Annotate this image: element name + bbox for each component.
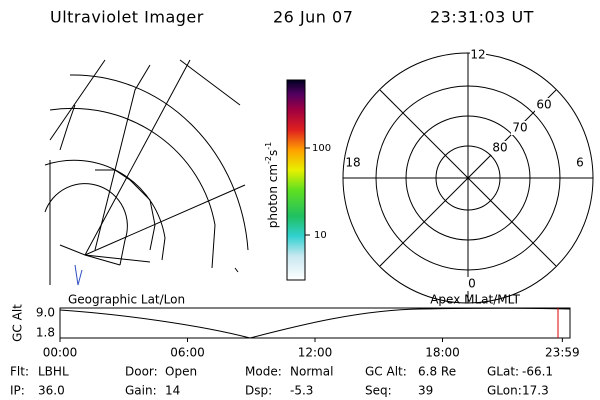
status-label: GC Alt:	[365, 365, 407, 379]
title: Ultraviolet Imager	[50, 8, 204, 27]
polar-label: 12	[470, 48, 485, 62]
status-panel: Flt: LBHL Door: Open Mode: Normal GC Alt: 6.8 R…	[10, 365, 553, 398]
x-tick-label: 23:59	[545, 346, 580, 360]
x-tick-label: 06:00	[170, 346, 205, 360]
status-label: Seq:	[365, 384, 392, 398]
status-value: 36.0	[38, 384, 65, 398]
status-label: Flt:	[10, 365, 29, 379]
status-value: Open	[165, 365, 197, 379]
polar-label: 80	[492, 141, 507, 155]
unit-exp: -2	[264, 156, 273, 164]
polar-label: 18	[345, 156, 360, 170]
status-label: GLat:	[487, 365, 519, 379]
altitude-curve	[59, 307, 571, 339]
status-label: Mode:	[245, 365, 282, 379]
y-axis-label: GC Alt	[11, 304, 25, 342]
colorbar-label: photon cm-2s-1	[264, 142, 280, 229]
colorbar	[286, 79, 306, 281]
colorbar-tick-label: 10	[314, 230, 327, 241]
status-value: -66.1	[522, 365, 553, 379]
polar-label: 0	[468, 277, 476, 291]
status-value: 6.8 Re	[418, 365, 456, 379]
y-tick-label: 1.8	[36, 326, 55, 340]
status-label: Gain:	[125, 384, 157, 398]
unit-exp: -1	[264, 142, 273, 150]
date: 26 Jun 07	[273, 8, 353, 27]
map-label: Geographic Lat/Lon	[68, 293, 185, 307]
polar-label: 6	[576, 156, 584, 170]
status-label: Dsp:	[245, 384, 272, 398]
unit: s	[266, 150, 280, 156]
status-value: 17.3	[522, 384, 549, 398]
time: 23:31:03 UT	[430, 8, 534, 27]
x-tick-label: 18:00	[425, 346, 460, 360]
altitude-plot	[59, 307, 571, 339]
geographic-map	[44, 59, 249, 286]
unit: photon cm	[266, 164, 280, 228]
status-value: -5.3	[290, 384, 313, 398]
status-value: 39	[418, 384, 433, 398]
polar-label: 70	[512, 121, 527, 135]
x-tick-label: 00:00	[43, 346, 78, 360]
status-label: GLon:	[487, 384, 522, 398]
status-value: LBHL	[38, 365, 69, 379]
x-ticks: 00:00 06:00 12:00 18:00 23:59	[43, 338, 580, 360]
status-value: 14	[165, 384, 180, 398]
polar-caption: Apex MLat/MLT	[430, 293, 520, 307]
x-tick-label: 12:00	[298, 346, 333, 360]
polar-plot	[342, 52, 594, 304]
status-label: IP:	[10, 384, 25, 398]
colorbar-tick-label: 100	[312, 143, 331, 154]
status-value: Normal	[290, 365, 333, 379]
y-tick-label: 9.0	[36, 306, 55, 320]
status-label: Door:	[125, 365, 158, 379]
polar-label: 60	[536, 98, 551, 112]
